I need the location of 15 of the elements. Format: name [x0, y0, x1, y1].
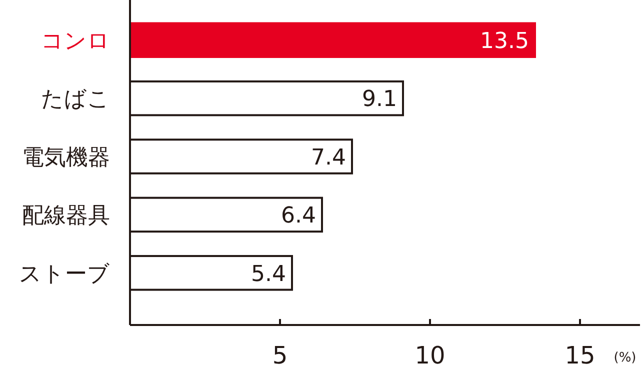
data-label: 9.1	[362, 87, 397, 112]
x-tick-label: 5	[272, 341, 288, 369]
bar	[129, 22, 536, 58]
data-label: 7.4	[311, 145, 346, 170]
x-tick-label: 10	[414, 341, 446, 369]
x-axis-title: (%)	[614, 350, 636, 366]
x-tick-label: 15	[564, 341, 596, 369]
data-label: 13.5	[480, 29, 529, 54]
y-tick-label: ストーブ	[19, 262, 110, 287]
y-tick-label: 電気機器	[22, 145, 110, 170]
y-tick-label: コンロ	[41, 29, 110, 54]
y-tick-label: たばこ	[41, 87, 110, 112]
data-label: 6.4	[281, 204, 316, 229]
y-tick-label: 配線器具	[22, 204, 110, 229]
data-label: 5.4	[251, 262, 286, 287]
